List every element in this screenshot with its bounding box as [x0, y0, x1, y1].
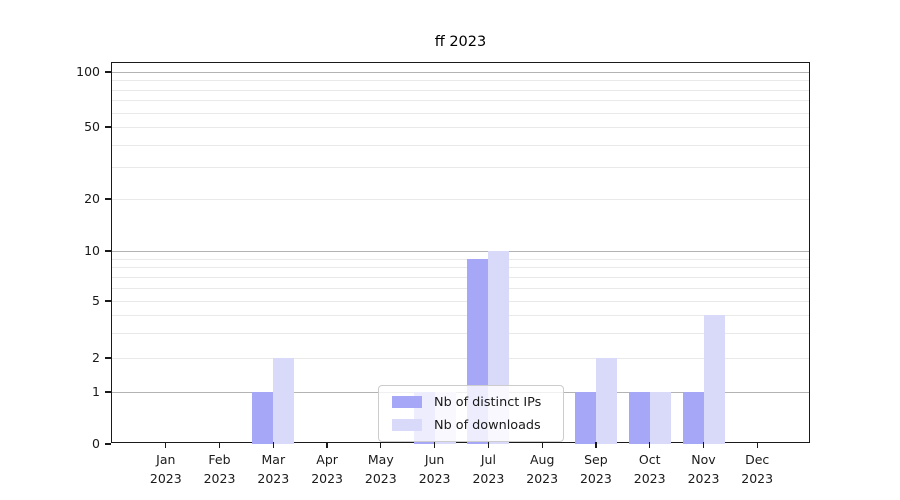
legend-swatch — [392, 419, 422, 431]
x-tick-mark — [326, 442, 328, 448]
minor-gridline — [112, 276, 809, 278]
minor-gridline — [112, 100, 809, 102]
x-tick-mark — [165, 442, 167, 448]
x-tick-mark — [218, 442, 221, 448]
minor-gridline — [112, 314, 809, 316]
x-tick-mark — [433, 442, 436, 448]
y-tick-mark — [104, 300, 111, 302]
x-tick-label: Jul 2023 — [472, 452, 505, 486]
bar-downloads — [595, 358, 617, 444]
legend-item: Nb of downloads — [392, 416, 553, 434]
x-tick-label: Oct 2023 — [633, 452, 666, 486]
y-tick-mark — [104, 126, 111, 128]
bar-downloads — [649, 392, 671, 444]
y-tick-mark — [104, 71, 111, 73]
y-tick-label: 5 — [92, 293, 100, 308]
x-tick-mark — [272, 442, 274, 448]
major-gridline — [112, 72, 809, 73]
minor-gridline — [112, 258, 809, 260]
y-tick-label: 2 — [92, 350, 100, 365]
legend-swatch — [392, 396, 422, 408]
minor-gridline — [112, 144, 809, 146]
legend-label: Nb of distinct IPs — [434, 394, 542, 410]
plot-area: 0 1 2 5 10 20 50 100 Jan 2023 Feb 2023 Mar 2023 Apr… — [76, 62, 810, 486]
y-tick-mark — [104, 357, 111, 359]
x-tick-label: Jun 2023 — [418, 452, 451, 486]
x-tick-mark — [595, 442, 597, 448]
x-tick-mark — [380, 442, 382, 448]
minor-gridline — [112, 267, 809, 269]
x-tick-label: Jan 2023 — [149, 452, 182, 486]
minor-gridline — [112, 127, 809, 128]
x-tick-label: Sep 2023 — [579, 452, 612, 486]
bar-distinct-ips — [574, 392, 596, 444]
x-tick-label: May 2023 — [364, 452, 397, 486]
legend-label: Nb of downloads — [434, 417, 541, 433]
bar-downloads — [703, 314, 725, 444]
x-tick-mark — [541, 442, 543, 448]
x-tick-label: Nov 2023 — [687, 452, 720, 486]
x-tick-mark — [649, 442, 651, 448]
minor-gridline — [112, 287, 809, 289]
y-tick-mark — [104, 250, 111, 252]
legend: Nb of distinct IPs Nb of downloads — [378, 385, 564, 442]
x-tick-label: Aug 2023 — [526, 452, 559, 486]
y-tick-mark — [104, 391, 111, 393]
y-tick-mark — [104, 198, 111, 200]
minor-gridline — [112, 89, 809, 91]
bar-downloads — [273, 358, 295, 444]
x-tick-label: Apr 2023 — [311, 452, 343, 486]
bar-distinct-ips — [682, 392, 704, 444]
y-tick-label: 10 — [84, 243, 100, 258]
x-tick-mark — [487, 442, 490, 448]
minor-gridline — [112, 199, 809, 200]
y-tick-label: 20 — [84, 191, 100, 206]
minor-gridline — [112, 112, 809, 114]
minor-gridline — [112, 301, 809, 302]
minor-gridline — [112, 80, 809, 82]
x-tick-label: Dec 2023 — [741, 452, 774, 486]
major-gridline — [112, 251, 809, 252]
y-tick-label: 0 — [92, 436, 100, 451]
bar-distinct-ips — [252, 392, 274, 444]
y-tick-label: 1 — [92, 384, 100, 399]
x-tick-mark — [702, 442, 705, 448]
x-tick-label: Mar 2023 — [257, 452, 290, 486]
minor-gridline — [112, 167, 809, 169]
x-tick-label: Feb 2023 — [203, 452, 236, 486]
y-tick-label: 100 — [76, 64, 100, 79]
legend-item: Nb of distinct IPs — [392, 393, 553, 411]
minor-gridline — [112, 358, 809, 359]
chart-title: ff 2023 — [434, 34, 487, 50]
y-tick-mark — [104, 443, 111, 445]
minor-gridline — [112, 332, 809, 334]
y-tick-label: 50 — [84, 119, 100, 134]
x-tick-mark — [756, 442, 758, 448]
bar-distinct-ips — [628, 392, 650, 444]
